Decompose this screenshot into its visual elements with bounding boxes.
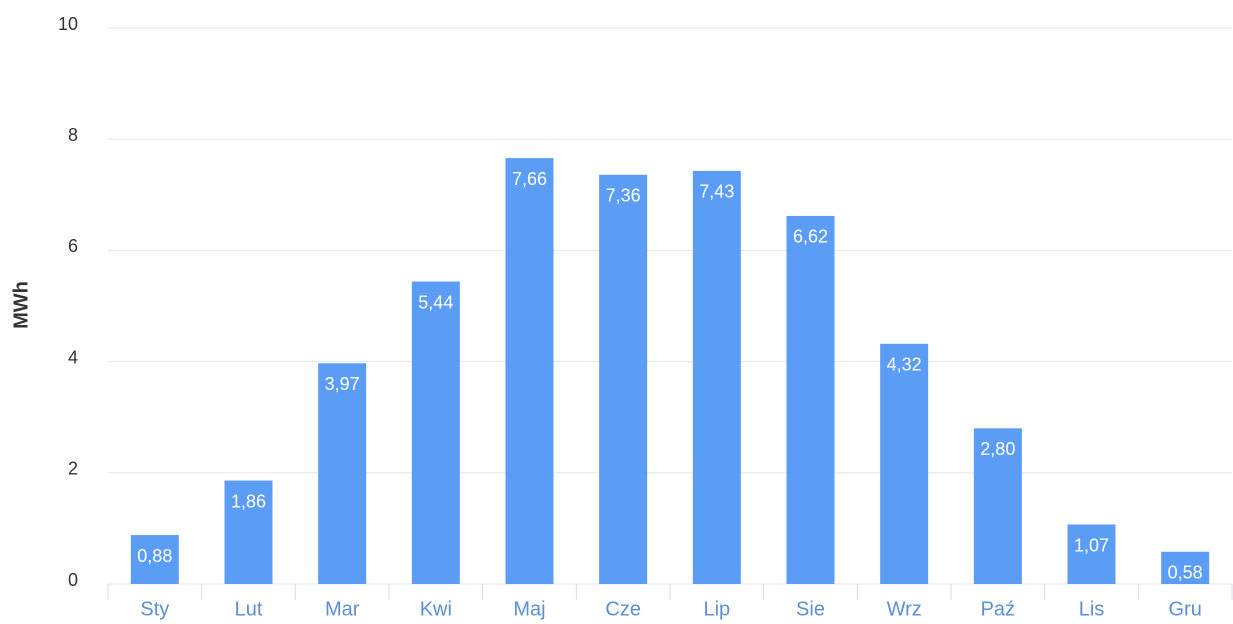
value-label: 7,43 (699, 182, 734, 202)
y-tick-label: 6 (68, 236, 78, 256)
y-tick-label: 8 (68, 125, 78, 145)
bar (224, 480, 273, 584)
bar (692, 170, 741, 584)
value-label: 4,32 (887, 355, 922, 375)
y-tick-label: 2 (68, 459, 78, 479)
x-tick-label: Maj (513, 598, 545, 620)
value-label: 1,86 (231, 491, 266, 511)
bar (1161, 551, 1210, 584)
value-label: 5,44 (418, 292, 453, 312)
bar (880, 343, 929, 584)
x-tick-label: Lip (703, 598, 730, 620)
x-tick-label: Kwi (420, 598, 452, 620)
value-label: 1,07 (1074, 535, 1109, 555)
x-tick-label: Wrz (887, 598, 922, 620)
y-axis-label: MWh (10, 281, 32, 329)
x-tick-label: Lis (1079, 598, 1105, 620)
value-label: 7,66 (512, 169, 547, 189)
bar (318, 363, 367, 584)
bar (786, 215, 835, 585)
value-label: 0,88 (137, 546, 172, 566)
x-tick-label: Mar (325, 598, 360, 620)
y-tick-label: 10 (58, 14, 78, 34)
bar (411, 281, 460, 584)
x-tick-label: Sie (796, 598, 825, 620)
value-label: 3,97 (325, 374, 360, 394)
bar (1067, 524, 1116, 584)
bar (599, 174, 648, 584)
x-tick-label: Sty (140, 598, 169, 620)
x-tick-label: Gru (1168, 598, 1201, 620)
value-label: 7,36 (606, 186, 641, 206)
x-tick-label: Lut (235, 598, 263, 620)
x-tick-label: Cze (605, 598, 641, 620)
y-tick-label: 4 (68, 347, 78, 367)
value-label: 2,80 (980, 439, 1015, 459)
value-label: 0,58 (1168, 563, 1203, 583)
value-label: 6,62 (793, 227, 828, 247)
x-tick-label: Paź (981, 598, 1015, 620)
bar (130, 535, 179, 584)
y-tick-label: 0 (68, 570, 78, 590)
bar (973, 428, 1022, 584)
bar (505, 158, 554, 584)
